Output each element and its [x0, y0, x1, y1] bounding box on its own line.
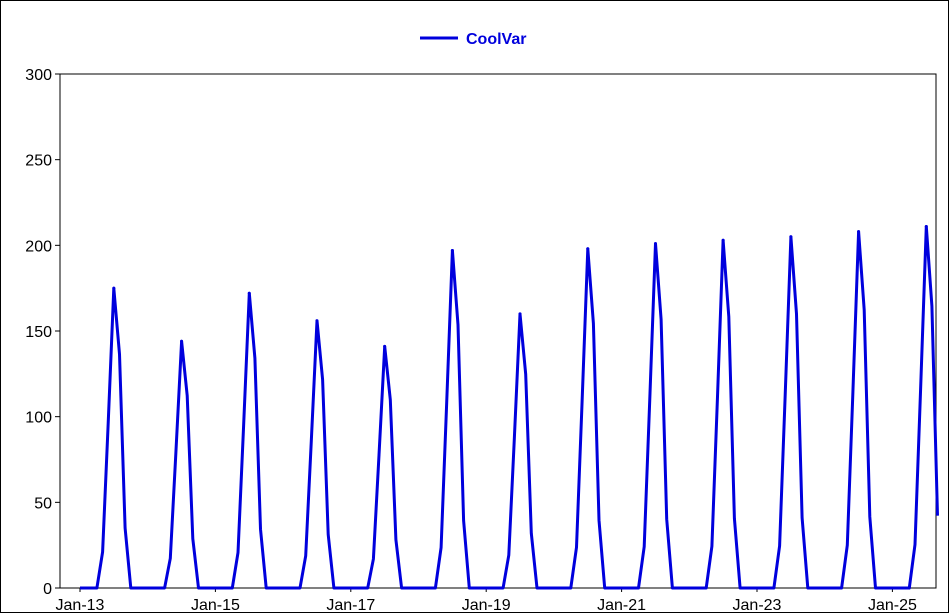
peak-point	[112, 286, 116, 290]
series-line-coolvar	[80, 225, 939, 590]
peak-point	[857, 230, 861, 234]
x-tick-label: Jan-13	[56, 597, 105, 614]
x-tick-label: Jan-17	[326, 597, 375, 614]
peak-point	[315, 319, 319, 323]
peak-point	[180, 339, 184, 343]
x-axis: Jan-13 Jan-15 Jan-17 Jan-19 Jan-21 Jan-23 Jan-…	[56, 588, 917, 614]
peak-point	[789, 235, 793, 239]
y-tick-label: 300	[25, 67, 52, 84]
y-tick-label: 50	[34, 495, 52, 512]
y-tick-label: 150	[25, 324, 52, 341]
series-group	[80, 224, 939, 590]
peak-point	[383, 344, 387, 348]
peak-point	[924, 224, 928, 228]
legend-label: CoolVar	[466, 31, 526, 48]
peak-point	[247, 291, 251, 295]
legend: CoolVar	[420, 31, 526, 48]
x-tick-label: Jan-23	[733, 597, 782, 614]
y-tick-label: 250	[25, 153, 52, 170]
peak-point	[721, 238, 725, 242]
peak-point	[586, 247, 590, 251]
y-tick-label: 100	[25, 410, 52, 427]
peak-point	[518, 312, 522, 316]
peak-point	[450, 248, 454, 252]
y-tick-label: 0	[43, 581, 52, 598]
peak-point	[653, 242, 657, 246]
x-tick-label: Jan-25	[868, 597, 917, 614]
y-tick-label: 200	[25, 238, 52, 255]
y-axis: 0 50 100 150 200 250 300	[25, 67, 60, 598]
x-tick-label: Jan-15	[191, 597, 240, 614]
x-tick-label: Jan-19	[462, 597, 511, 614]
x-tick-label: Jan-21	[597, 597, 646, 614]
